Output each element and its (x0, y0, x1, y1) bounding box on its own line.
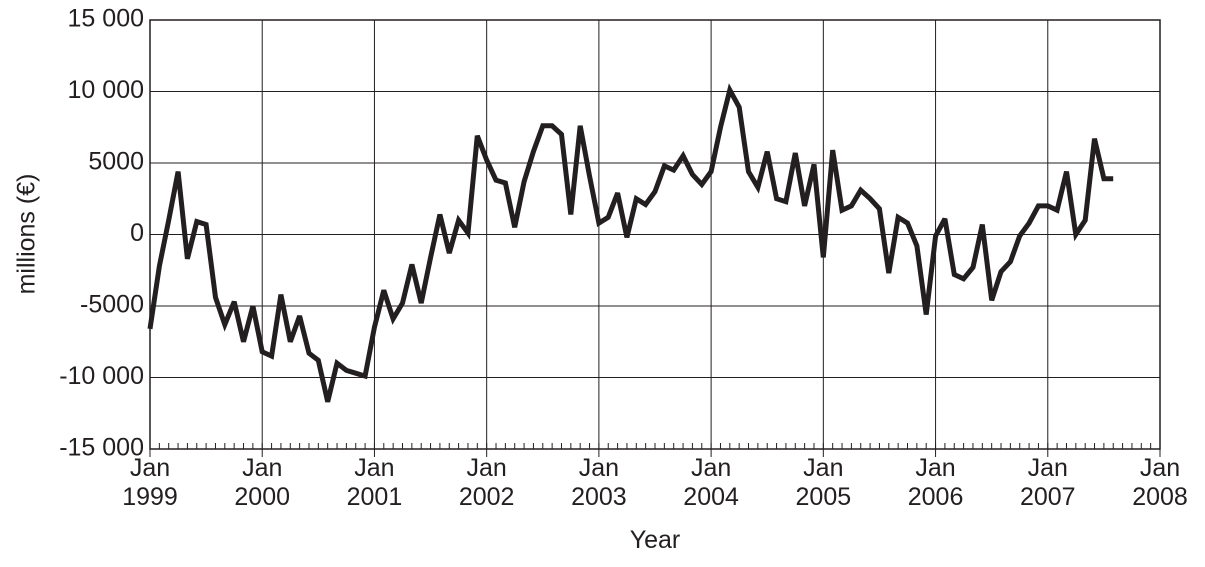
x-tick-label: Jan 2003 (571, 454, 627, 511)
x-tick-label: Jan 2004 (683, 454, 739, 511)
y-tick-label: -5000 (80, 291, 144, 319)
y-tick-label: 0 (130, 219, 144, 247)
y-axis-label: millions (€) (13, 174, 41, 295)
x-tick-label: Jan 1999 (122, 454, 178, 511)
data-line (147, 83, 1114, 403)
x-axis-label: Year (630, 526, 681, 554)
y-tick-label: 10 000 (68, 76, 144, 104)
x-tick-label: Jan 2000 (234, 454, 290, 511)
x-tick-label: Jan 2005 (796, 454, 852, 511)
x-tick-label: Jan 2002 (459, 454, 515, 511)
x-tick-label: Jan 2007 (1020, 454, 1076, 511)
y-tick-label: 5000 (88, 148, 144, 176)
plot-frame (149, 19, 1161, 450)
y-tick-label: 15 000 (68, 5, 144, 33)
y-tick-label: -15 000 (59, 434, 144, 462)
x-tick-label: Jan 2006 (908, 454, 964, 511)
y-tick-label: -10 000 (59, 362, 144, 390)
x-tick-label: Jan 2008 (1132, 454, 1188, 511)
x-tick-label: Jan 2001 (347, 454, 403, 511)
